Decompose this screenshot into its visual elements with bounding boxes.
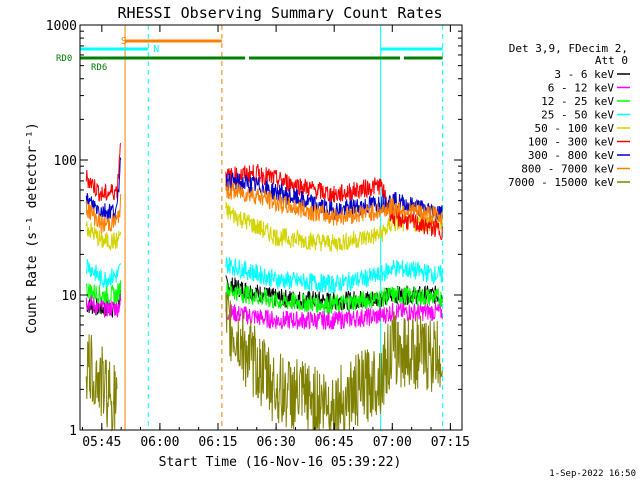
series-line: [85, 193, 122, 234]
series-line: [225, 302, 443, 330]
footer-date: 1-Sep-2022 16:50: [549, 469, 636, 479]
legend-entry-label: 300 - 800 keV: [528, 149, 614, 162]
series-line: [225, 281, 443, 315]
series-line: [85, 259, 122, 288]
flag-label-s: S: [121, 36, 127, 47]
series-line: [85, 221, 122, 251]
series-line: [85, 157, 122, 221]
y-tick-label: 10: [61, 289, 77, 304]
legend-entry-label: 7000 - 15000 keV: [508, 176, 614, 189]
x-axis-label: Start Time (16-Nov-16 05:39:22): [159, 455, 402, 470]
axes: RD0 05:45 06:00 06:15 06:30 06:45 07:00 07:15 1 1…: [46, 19, 470, 450]
y-tick-label: 100: [54, 154, 77, 169]
legend-header: Det 3,9, FDecim 2,: [509, 42, 628, 55]
legend-entry-label: 12 - 25 keV: [541, 95, 614, 108]
flag-label-rd0: RD0: [56, 54, 72, 64]
series-line: [225, 292, 443, 431]
series-line: [85, 280, 122, 305]
legend-entry-label: 3 - 6 keV: [554, 68, 614, 81]
x-tick-label: 06:15: [198, 435, 237, 450]
series-line: [85, 143, 122, 202]
plot-frame: [79, 24, 463, 431]
series-line: [85, 294, 122, 318]
x-tick-label: 06:00: [140, 435, 179, 450]
y-axis-label-group: Count Rate (s⁻¹ detector⁻¹): [25, 122, 40, 333]
x-tick-label: 06:45: [315, 435, 354, 450]
flag-label-rd6: RD6: [91, 63, 107, 73]
series-line: [225, 181, 443, 226]
y-axis-label: Count Rate (s⁻¹ detector⁻¹): [25, 122, 40, 333]
chart-title: RHESSI Observing Summary Count Rates: [117, 4, 442, 22]
series-line: [225, 256, 443, 294]
plot-area: S N RD6: [79, 25, 444, 432]
x-tick-label: 06:30: [257, 435, 296, 450]
x-tick-label: 07:00: [373, 435, 412, 450]
legend-header: Att 0: [595, 54, 628, 67]
y-tick-label: 1: [69, 424, 77, 439]
legend-entry-label: 50 - 100 keV: [535, 122, 615, 135]
flag-label-n: N: [153, 44, 159, 55]
legend-entry-label: 25 - 50 keV: [541, 109, 614, 122]
y-tick-label: 1000: [46, 19, 77, 34]
x-tick-label: 05:45: [82, 435, 121, 450]
series-line: [225, 163, 443, 241]
x-tick-label: 07:15: [431, 435, 470, 450]
legend-entry-label: 6 - 12 keV: [548, 82, 615, 95]
legend-entry-label: 100 - 300 keV: [528, 136, 614, 149]
legend-entry-label: 800 - 7000 keV: [521, 163, 614, 176]
